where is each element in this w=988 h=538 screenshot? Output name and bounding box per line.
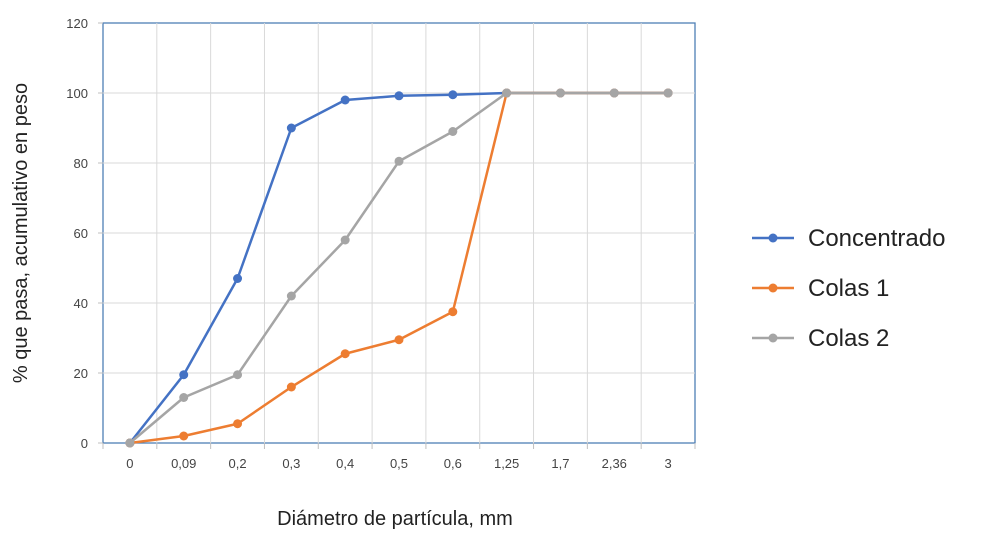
x-axis-ticks: 0 0,09 0,2 0,3 0,4 0,5 0,6 1,25 1,7 2,36 3 (126, 456, 671, 471)
y-tick-label: 80 (74, 156, 88, 171)
data-point-colas-2 (609, 88, 619, 98)
data-point-concentrado (179, 370, 189, 380)
y-tick-label: 20 (74, 366, 88, 381)
x-tick-label: 2,36 (602, 456, 627, 471)
legend-label-concentrado: Concentrado (808, 225, 945, 252)
data-point-colas-2 (233, 370, 243, 380)
x-tick-label: 1,7 (551, 456, 569, 471)
legend-marker-concentrado (768, 233, 778, 243)
data-point-colas-2 (286, 291, 296, 301)
y-tick-label: 100 (66, 86, 88, 101)
legend-marker-colas-1 (768, 283, 778, 293)
x-tick-label: 0,6 (444, 456, 462, 471)
data-point-colas-2 (448, 127, 458, 136)
y-axis-ticks: 0 20 40 60 80 100 120 (66, 16, 88, 451)
data-point-concentrado (394, 91, 404, 101)
data-point-colas-2 (555, 88, 565, 98)
legend-marker-colas-2 (768, 333, 778, 343)
data-point-colas-1 (340, 349, 350, 359)
data-point-concentrado (286, 123, 296, 133)
y-tick-label: 40 (74, 296, 88, 311)
data-point-colas-1 (286, 382, 296, 392)
data-point-colas-2 (502, 88, 512, 98)
data-point-colas-2 (125, 438, 135, 448)
y-tick-label: 120 (66, 16, 88, 31)
y-tick-label: 0 (81, 436, 88, 451)
data-point-colas-2 (340, 235, 350, 245)
data-point-colas-1 (233, 419, 243, 429)
data-point-concentrado (233, 274, 243, 283)
x-tick-label: 0,4 (336, 456, 354, 471)
x-tick-label: 0,5 (390, 456, 408, 471)
data-point-colas-1 (448, 307, 458, 317)
data-point-concentrado (340, 95, 350, 105)
y-tick-label: 60 (74, 226, 88, 241)
data-point-concentrado (448, 90, 458, 100)
x-axis-title: Diámetro de partícula, mm (277, 508, 513, 530)
x-tick-label: 3 (664, 456, 671, 471)
x-tick-label: 1,25 (494, 456, 519, 471)
legend-label-colas-2: Colas 2 (808, 325, 889, 352)
x-tick-label: 0,2 (229, 456, 247, 471)
data-point-colas-1 (179, 431, 189, 441)
x-tick-label: 0,09 (171, 456, 196, 471)
legend: Concentrado Colas 1 Colas 2 (752, 225, 945, 352)
legend-label-colas-1: Colas 1 (808, 275, 889, 302)
data-point-colas-2 (663, 88, 673, 98)
y-axis-title: % que pasa, acumulativo en peso (10, 83, 32, 383)
series-group (125, 88, 673, 448)
data-point-colas-2 (179, 393, 189, 402)
x-tick-label: 0,3 (282, 456, 300, 471)
data-point-colas-2 (394, 156, 404, 166)
x-tick-label: 0 (126, 456, 133, 471)
data-point-colas-1 (394, 335, 404, 345)
